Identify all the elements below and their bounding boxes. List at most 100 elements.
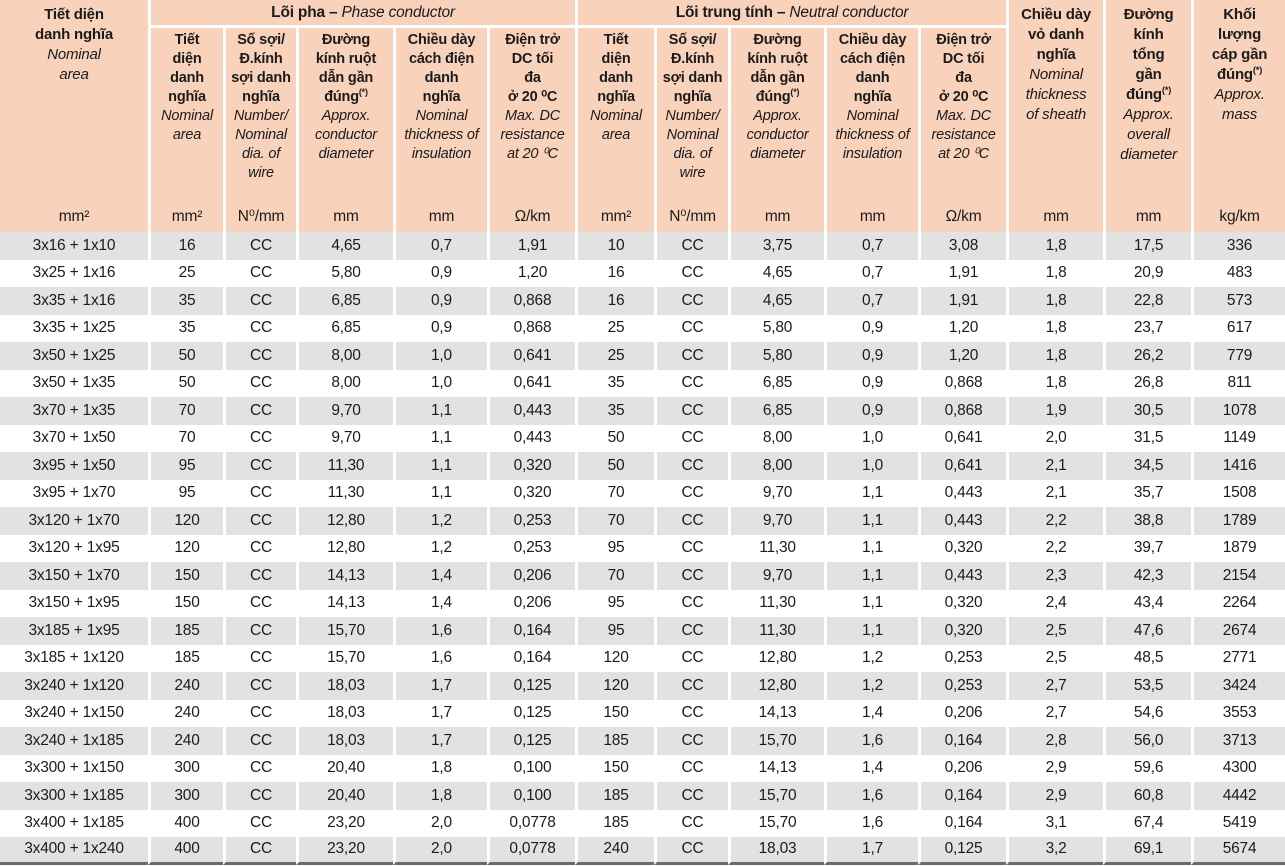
header-overall-diameter: Đường kính tổng gần đúng(*) Approx. over… [1103, 0, 1192, 205]
value-cell: 31,5 [1103, 424, 1192, 452]
value-cell: 2,1 [1006, 452, 1104, 480]
value-cell: 1,91 [918, 287, 1007, 315]
value-cell: 39,7 [1103, 534, 1192, 562]
value-cell: 17,5 [1103, 232, 1192, 260]
value-cell: 35 [575, 397, 655, 425]
value-cell: 16 [575, 287, 655, 315]
value-cell: 1,9 [1006, 397, 1104, 425]
value-cell: 120 [148, 507, 223, 535]
value-cell: 0,253 [918, 644, 1007, 672]
value-cell: 11,30 [296, 452, 393, 480]
value-cell: 9,70 [728, 507, 825, 535]
value-cell: CC [654, 727, 729, 755]
value-cell: 120 [575, 644, 655, 672]
value-cell: CC [223, 479, 296, 507]
value-cell: 42,3 [1103, 562, 1192, 590]
value-cell: 779 [1191, 342, 1285, 370]
value-cell: CC [223, 342, 296, 370]
table-row: 3x150 + 1x95 150 CC 14,13 1,4 0,206 95 CC 11,30 1… [0, 589, 1285, 617]
header-neutral-wire-count: Số sợi/ Đ.kính sợi danh nghĩa Number/ No… [654, 28, 729, 205]
cable-size-cell: 3x185 + 1x120 [0, 644, 148, 672]
unit-cell: mm [393, 205, 487, 232]
value-cell: 2,5 [1006, 617, 1104, 645]
value-cell: 0,9 [824, 342, 919, 370]
value-cell: CC [223, 617, 296, 645]
value-cell: CC [654, 534, 729, 562]
value-cell: 1,8 [1006, 259, 1104, 287]
value-cell: 1,1 [393, 397, 487, 425]
value-cell: 1,20 [487, 259, 576, 287]
value-cell: 1,1 [393, 479, 487, 507]
value-cell: CC [223, 314, 296, 342]
value-cell: 0,443 [487, 424, 576, 452]
header-phase-conductor-diameter: Đường kính ruột dẫn gần đúng(*) Approx. … [296, 28, 393, 205]
table-row: 3x240 + 1x185 240 CC 18,03 1,7 0,125 185 CC 15,7… [0, 727, 1285, 755]
value-cell: 48,5 [1103, 644, 1192, 672]
table-row: 3x300 + 1x185 300 CC 20,40 1,8 0,100 185 CC 15,7… [0, 782, 1285, 810]
value-cell: 0,320 [918, 589, 1007, 617]
value-cell: 0,164 [918, 782, 1007, 810]
value-cell: CC [654, 644, 729, 672]
cable-size-cell: 3x70 + 1x35 [0, 397, 148, 425]
value-cell: 300 [148, 782, 223, 810]
value-cell: CC [223, 369, 296, 397]
cable-size-cell: 3x35 + 1x16 [0, 287, 148, 315]
cable-size-cell: 3x25 + 1x16 [0, 259, 148, 287]
value-cell: CC [223, 232, 296, 260]
value-cell: 1,7 [393, 727, 487, 755]
value-cell: 1,0 [824, 452, 919, 480]
value-cell: 1508 [1191, 479, 1285, 507]
value-cell: 2,9 [1006, 782, 1104, 810]
header-neutral-insulation-thickness: Chiều dày cách điện danh nghĩa Nominal t… [824, 28, 919, 205]
value-cell: 0,641 [487, 342, 576, 370]
table-row: 3x185 + 1x95 185 CC 15,70 1,6 0,164 95 CC 11,30 1… [0, 617, 1285, 645]
unit-cell: N⁰/mm [654, 205, 729, 232]
value-cell: 6,85 [728, 369, 825, 397]
unit-cell: mm² [148, 205, 223, 232]
value-cell: 95 [148, 479, 223, 507]
value-cell: 811 [1191, 369, 1285, 397]
value-cell: 50 [148, 342, 223, 370]
value-cell: 1,20 [918, 342, 1007, 370]
value-cell: 1,7 [393, 672, 487, 700]
value-cell: 70 [575, 479, 655, 507]
value-cell: 0,868 [918, 369, 1007, 397]
value-cell: 54,6 [1103, 699, 1192, 727]
value-cell: 0,9 [393, 287, 487, 315]
header-nominal-area-vn: Tiết diện danh nghĩa [35, 6, 113, 43]
value-cell: 5419 [1191, 809, 1285, 837]
cable-size-cell: 3x400 + 1x240 [0, 837, 148, 865]
value-cell: 1416 [1191, 452, 1285, 480]
cable-size-cell: 3x120 + 1x95 [0, 534, 148, 562]
value-cell: 0,253 [487, 507, 576, 535]
header-nominal-area: Tiết diện danh nghĩa Nominal area [0, 0, 148, 205]
header-phase-dc-resistance: Điện trở DC tối đa ở 20 ⁰C Max. DC resis… [487, 28, 576, 205]
cable-size-cell: 3x16 + 1x10 [0, 232, 148, 260]
value-cell: 2771 [1191, 644, 1285, 672]
value-cell: 0,443 [918, 562, 1007, 590]
value-cell: 2,2 [1006, 507, 1104, 535]
value-cell: 22,8 [1103, 287, 1192, 315]
value-cell: 2,5 [1006, 644, 1104, 672]
value-cell: 3553 [1191, 699, 1285, 727]
header-neutral-conductor-diameter: Đường kính ruột dẫn gần đúng(*) Approx. … [728, 28, 825, 205]
value-cell: 0,100 [487, 782, 576, 810]
value-cell: 1,1 [824, 507, 919, 535]
value-cell: 1,8 [1006, 342, 1104, 370]
value-cell: 53,5 [1103, 672, 1192, 700]
unit-cell: Ω/km [918, 205, 1007, 232]
value-cell: 0,0778 [487, 809, 576, 837]
cable-size-cell: 3x400 + 1x185 [0, 809, 148, 837]
value-cell: 1,6 [393, 644, 487, 672]
value-cell: 50 [575, 452, 655, 480]
value-cell: CC [223, 672, 296, 700]
unit-cell: mm [824, 205, 919, 232]
table-row: 3x400 + 1x240 400 CC 23,20 2,0 0,0778 240 CC 18,… [0, 837, 1285, 865]
cable-size-cell: 3x240 + 1x150 [0, 699, 148, 727]
value-cell: 0,206 [487, 589, 576, 617]
value-cell: 1,0 [393, 369, 487, 397]
value-cell: 0,7 [393, 232, 487, 260]
value-cell: 11,30 [296, 479, 393, 507]
table-body: 3x16 + 1x10 16 CC 4,65 0,7 1,91 10 CC 3,75 0,7 3,0… [0, 232, 1285, 865]
